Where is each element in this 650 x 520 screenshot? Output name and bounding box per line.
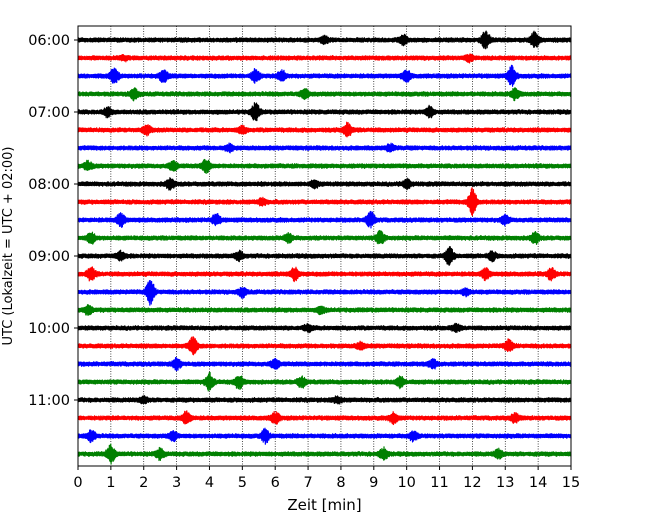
seismogram-trace <box>77 371 572 392</box>
y-tick-label: 09:00 <box>28 249 70 265</box>
seismogram-trace <box>77 30 572 50</box>
x-tick-label: 6 <box>271 475 280 491</box>
seismogram-trace <box>77 64 572 87</box>
seismogram-trace <box>77 427 572 445</box>
seismogram-trace <box>77 443 572 465</box>
y-tick-label: 10:00 <box>28 321 70 337</box>
x-tick-label: 5 <box>238 475 247 491</box>
x-axis-ticks: 0 1 2 3 4 5 6 7 8 9 10 11 12 13 14 15 <box>73 466 580 491</box>
seismogram-trace <box>77 336 572 356</box>
y-tick-label: 11:00 <box>28 393 70 409</box>
seismogram-trace <box>77 102 572 122</box>
x-tick-label: 3 <box>172 475 181 491</box>
x-tick-label: 7 <box>303 475 312 491</box>
seismogram-trace <box>77 304 572 316</box>
seismogram-trace <box>77 410 572 426</box>
seismogram-trace <box>77 158 572 175</box>
seismogram-trace <box>77 87 572 102</box>
y-axis-ticks: 06:00 07:00 08:00 09:00 10:00 11:00 <box>28 33 78 409</box>
seismogram-traces <box>77 30 572 465</box>
x-tick-label: 15 <box>562 475 580 491</box>
x-tick-label: 2 <box>139 475 148 491</box>
plot-frame <box>78 26 571 466</box>
x-axis-label: Zeit [min] <box>287 496 361 514</box>
x-tick-label: 12 <box>463 475 481 491</box>
seismogram-trace <box>77 121 572 138</box>
seismogram-trace <box>77 246 572 266</box>
x-tick-label: 0 <box>73 475 82 491</box>
x-tick-label: 14 <box>529 475 547 491</box>
seismogram-trace <box>77 177 572 191</box>
seismogram-trace <box>77 395 572 405</box>
y-tick-label: 06:00 <box>28 33 70 49</box>
seismogram-trace <box>77 210 572 229</box>
x-tick-label: 1 <box>106 475 115 491</box>
x-tick-label: 13 <box>496 475 514 491</box>
x-tick-label: 8 <box>336 475 345 491</box>
x-gridlines <box>110 26 539 466</box>
plot-border <box>77 25 572 467</box>
seismogram-trace <box>77 357 572 372</box>
seismogram-trace <box>77 280 572 306</box>
x-tick-label: 10 <box>397 475 415 491</box>
seismogram-trace <box>77 187 572 217</box>
y-tick-label: 07:00 <box>28 105 70 121</box>
x-tick-label: 4 <box>205 475 214 491</box>
seismogram-trace <box>77 322 572 334</box>
y-axis-label: UTC (Lokalzeit = UTC + 02:00) <box>1 147 16 346</box>
y-tick-label: 08:00 <box>28 177 70 193</box>
seismogram-trace <box>77 142 572 154</box>
seismogram-trace <box>77 266 572 283</box>
seismogram-trace <box>77 53 572 64</box>
x-tick-label: 11 <box>430 475 448 491</box>
seismogram-trace <box>77 229 572 245</box>
x-tick-label: 9 <box>369 475 378 491</box>
